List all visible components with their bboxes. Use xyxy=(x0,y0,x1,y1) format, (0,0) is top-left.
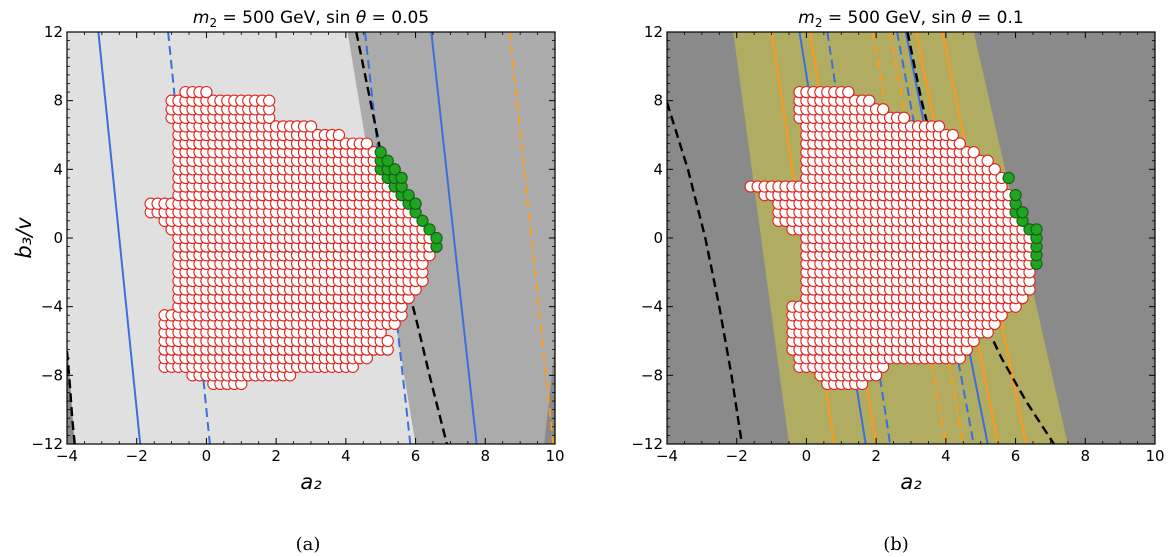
scatter-point xyxy=(200,85,213,99)
panel-b: −4 −2 0 2 4 6 8 10 −12 −8 −4 0 4 8 12 m2 = 500 GeV, sin… xyxy=(631,8,1164,494)
x-tick-label: 2 xyxy=(871,447,881,465)
y-tick-label: −4 xyxy=(641,298,663,316)
scatter-point xyxy=(967,146,980,159)
x-tick-label: 6 xyxy=(411,447,421,465)
scatter-point-green xyxy=(395,171,408,185)
x-tick-label: −4 xyxy=(656,447,678,465)
scatter-point xyxy=(876,103,890,116)
scatter-point xyxy=(304,120,318,133)
plot-area xyxy=(667,32,1155,444)
scatter-point-green xyxy=(409,197,422,210)
scatter-point xyxy=(381,334,394,348)
scatter-point xyxy=(842,85,855,99)
x-tick-label: 8 xyxy=(481,447,491,465)
scatter-point xyxy=(897,111,911,124)
x-tick-label: 4 xyxy=(941,447,951,465)
y-tick-label: −4 xyxy=(41,298,63,316)
x-tick-label: −4 xyxy=(56,447,78,465)
scatter-points xyxy=(744,85,1043,391)
chart-title: m2 = 500 GeV, sin θ = 0.05 xyxy=(193,8,429,30)
y-tick-label: 0 xyxy=(653,229,663,247)
y-tick-label: −12 xyxy=(31,435,63,453)
x-tick-label: 4 xyxy=(341,447,351,465)
scatter-point xyxy=(360,137,373,150)
dashed-black-curve-6 xyxy=(67,351,76,444)
scatter-point-green xyxy=(402,188,415,202)
y-tick-label: −12 xyxy=(631,435,663,453)
plot-area xyxy=(67,32,555,444)
y-tick-label: 12 xyxy=(44,23,63,41)
y-axis-label: b₃/v xyxy=(12,217,36,259)
scatter-point xyxy=(946,128,959,142)
scatter-point xyxy=(932,120,946,133)
scatter-point-green xyxy=(416,214,429,227)
scatter-point-green xyxy=(374,146,387,159)
solid-blue-curve-3 xyxy=(430,32,478,444)
x-tick-label: −2 xyxy=(726,447,748,465)
panel-label-b: (b) xyxy=(883,534,909,555)
scatter-point-green xyxy=(423,223,436,236)
y-tick-label: −8 xyxy=(641,366,663,384)
x-axis-label: a₂ xyxy=(900,470,922,494)
scatter-point-green xyxy=(388,163,401,176)
panel-a: −4 −2 0 2 4 6 8 10 −12 −8 −4 0 4 8 12 m2 = 500 GeV, sin… xyxy=(12,8,565,494)
x-tick-label: 0 xyxy=(202,447,212,465)
y-tick-label: 0 xyxy=(53,229,63,247)
scatter-points xyxy=(144,85,443,391)
x-tick-label: 10 xyxy=(545,447,564,465)
scatter-point-green xyxy=(1016,206,1029,219)
y-tick-label: 8 xyxy=(53,92,63,110)
x-tick-label: 10 xyxy=(1145,447,1164,465)
x-axis-label: a₂ xyxy=(300,470,322,494)
dashed-black-curve-11 xyxy=(667,102,744,444)
scatter-point-green xyxy=(1002,171,1015,185)
x-tick-label: 0 xyxy=(802,447,812,465)
panel-label-a: (a) xyxy=(296,534,321,555)
solid-blue-curve-0 xyxy=(97,32,142,444)
x-tick-label: 8 xyxy=(1081,447,1091,465)
dashed-black-curve-10 xyxy=(906,32,1055,444)
x-tick-label: 2 xyxy=(271,447,281,465)
scatter-point xyxy=(332,128,346,142)
y-tick-label: 4 xyxy=(653,160,663,178)
y-tick-label: 8 xyxy=(653,92,663,110)
scatter-point-green xyxy=(381,154,394,167)
scatter-point-green xyxy=(1009,188,1022,202)
scatter-point-green xyxy=(430,231,443,245)
y-tick-label: 12 xyxy=(644,23,663,41)
y-tick-label: −8 xyxy=(41,366,63,384)
scatter-point xyxy=(263,94,276,107)
scatter-point xyxy=(863,94,876,107)
scatter-point-green xyxy=(1030,223,1043,236)
y-tick-label: 4 xyxy=(53,160,63,178)
x-tick-label: −2 xyxy=(126,447,148,465)
scatter-point xyxy=(953,137,966,150)
chart-title: m2 = 500 GeV, sin θ = 0.1 xyxy=(798,8,1023,30)
scatter-point xyxy=(988,163,1001,176)
x-tick-label: 6 xyxy=(1011,447,1021,465)
scatter-point xyxy=(981,154,994,167)
